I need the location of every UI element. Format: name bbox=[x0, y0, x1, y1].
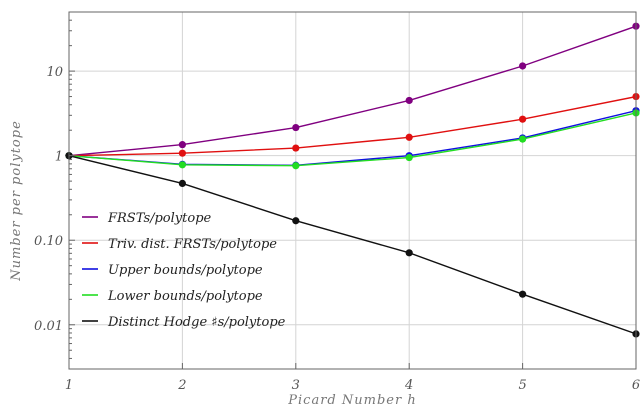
y-tick-label: 10 bbox=[46, 65, 63, 80]
legend-label-1: Triv. dist. FRSTs/polytope bbox=[108, 237, 277, 252]
legend-label-4: Distinct Hodge ♯s/polytope bbox=[107, 315, 286, 330]
series-lines bbox=[68, 25, 637, 335]
series-0-point bbox=[519, 62, 527, 70]
x-tick-label: 5 bbox=[518, 378, 526, 393]
x-tick-label: 1 bbox=[65, 378, 73, 393]
series-0-point bbox=[178, 141, 186, 149]
x-tick-label: 2 bbox=[177, 378, 186, 393]
x-tick-label: 3 bbox=[292, 378, 300, 393]
x-axis-title: Picard Number h bbox=[287, 393, 416, 408]
series-line-1 bbox=[68, 95, 637, 157]
series-4-point bbox=[178, 179, 186, 187]
series-0-point bbox=[292, 123, 300, 132]
series-line-3 bbox=[68, 112, 637, 167]
series-1-point bbox=[405, 133, 413, 141]
axis-ticks bbox=[68, 11, 637, 370]
y-tick-label: 1 bbox=[55, 150, 63, 165]
legend-label-3: Lower bounds/polytope bbox=[107, 289, 263, 304]
y-tick-labels: 0.01 0.10 1 10 bbox=[34, 65, 63, 334]
x-tick-label: 6 bbox=[632, 378, 640, 393]
series-0-point bbox=[405, 96, 413, 105]
plot-frame bbox=[68, 11, 637, 370]
series-3-point bbox=[292, 162, 300, 170]
series-line-2 bbox=[68, 110, 637, 167]
legend-label-0: FRSTs/polytope bbox=[107, 211, 212, 226]
series-4-point bbox=[405, 249, 413, 257]
series-line-0 bbox=[68, 25, 637, 157]
series-1-point bbox=[519, 115, 527, 123]
series-3-point bbox=[178, 161, 186, 169]
legend-label-2: Upper bounds/polytope bbox=[108, 263, 263, 278]
series-3-point bbox=[405, 153, 413, 162]
series-line-4 bbox=[68, 155, 637, 335]
series-4-point bbox=[519, 290, 527, 298]
x-tick-labels: 1 2 3 4 5 6 bbox=[65, 378, 640, 393]
series-3-point bbox=[519, 135, 527, 143]
series-4-point bbox=[292, 217, 300, 225]
x-tick-label: 4 bbox=[404, 378, 413, 393]
y-tick-label: 0.01 bbox=[34, 319, 63, 334]
series-1-point bbox=[292, 144, 300, 152]
y-axis-title: Number per polytope bbox=[9, 120, 24, 282]
series-1-point bbox=[178, 149, 186, 157]
legend: FRSTs/polytope Triv. dist. FRSTs/polytope… bbox=[82, 211, 286, 330]
y-tick-label: 0.10 bbox=[34, 234, 63, 249]
